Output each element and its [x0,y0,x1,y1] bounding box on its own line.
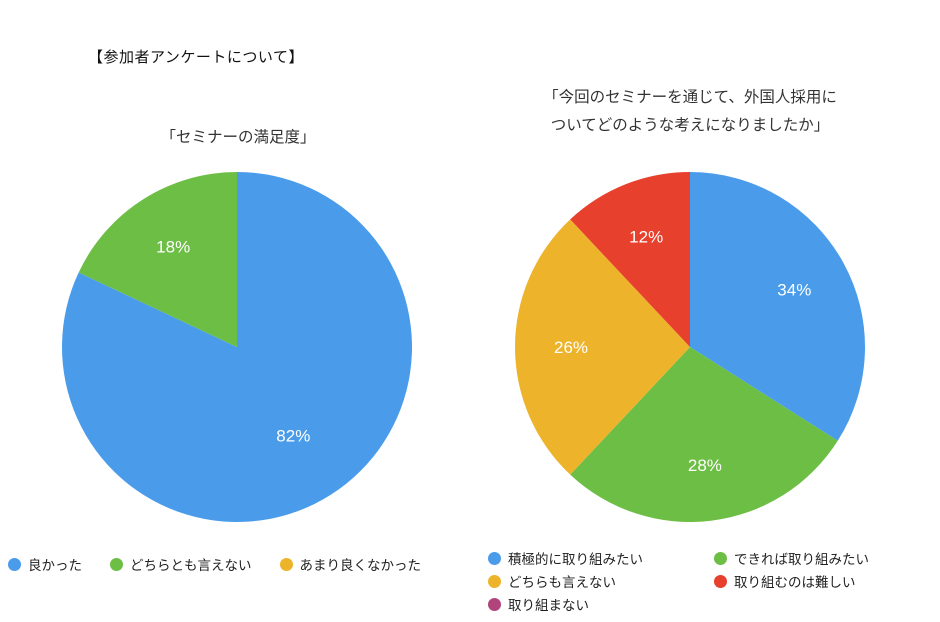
pie-slice-label: 18% [156,238,190,257]
pie-slice [78,172,237,347]
legend-item: どちらとも言えない [110,554,252,574]
chart-title: 「今回のセミナーを通じて、外国人採用に ついてどのような考えになりましたか」 [495,84,885,140]
legend-color-dot [714,551,727,565]
legend-color-dot [110,557,123,571]
legend-item: 積極的に取り組みたい [488,548,714,568]
legend-label: どちらとも言えない [130,558,252,573]
legend-color-dot [8,557,21,571]
legend-color-dot [714,574,727,588]
legend-label: できれば取り組みたい [734,552,869,567]
legend-color-dot [488,574,501,588]
pie-chart: 34% 28% 26% 12% [515,172,865,522]
pie-slice-label: 34% [777,281,811,300]
pie-slice [515,219,690,475]
legend-color-dot [488,597,501,611]
legend-label: どちらも言えない [508,575,616,590]
pie-slice [570,172,690,347]
legend-item: どちらも言えない [488,571,714,591]
pie-slice-label: 12% [629,227,663,246]
pie-slice [690,172,865,441]
chart-title-line: ついてどのような考えになりましたか」 [550,116,830,134]
legend-label: あまり良くなかった [299,558,422,573]
legend-label: 取り組まない [508,598,589,613]
legend-color-dot [488,551,501,565]
legend-label: 積極的に取り組みたい [508,552,643,567]
legend-item: 取り組まない [488,594,714,614]
chart-title-line: 「今回のセミナーを通じて、外国人採用に [543,89,837,106]
legend-item: 取り組むのは難しい [714,571,869,591]
pie-slice [570,347,838,522]
chart-legend: 良かった どちらとも言えない あまり良くなかった [8,554,421,574]
page-title: 【参加者アンケートについて】 [88,49,304,66]
legend-label: 良かった [28,558,82,573]
chart-legend: 積極的に取り組みたい できれば取り組みたいどちらも言えない 取り組むのは難しい取り組… [488,548,869,614]
legend-label: 取り組むのは難しい [734,575,856,590]
legend-item: 良かった [8,554,82,574]
pie-slice-label: 82% [276,427,310,446]
pie-slice-label: 28% [688,456,722,475]
pie-chart: 82% 18% [61,172,412,522]
legend-item: できれば取り組みたい [714,548,869,568]
pie-slice-label: 26% [554,338,588,357]
pie-slice [61,172,412,522]
chart-title-line: 「セミナーの満足度」 [160,129,316,146]
legend-item: あまり良くなかった [279,554,422,574]
chart-title: 「セミナーの満足度」 [48,124,428,152]
legend-color-dot [279,557,293,571]
